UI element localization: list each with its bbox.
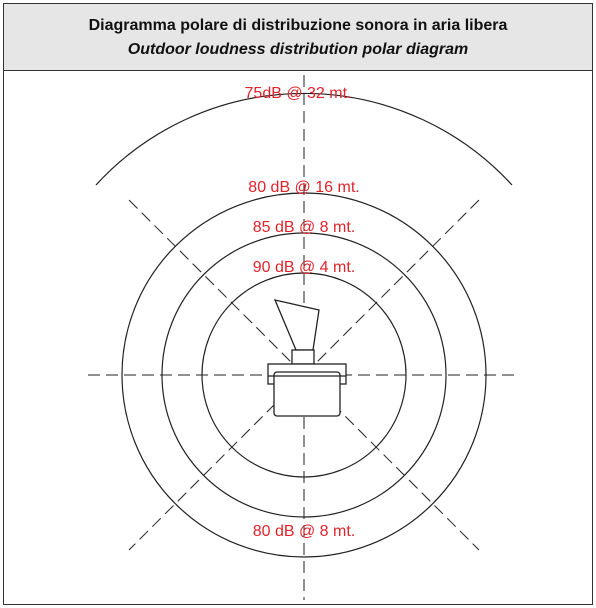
title: Diagramma polare di distribuzione sonora…	[89, 17, 508, 34]
header-box	[4, 4, 593, 71]
label: 85 dB @ 8 mt.	[253, 219, 356, 236]
page: {"header": {"title": "Diagramma polare d…	[0, 0, 596, 608]
diagram: Diagramma polare di distribuzione sonora…	[0, 0, 596, 608]
neck	[292, 350, 314, 364]
label: 80 dB @ 16 mt.	[248, 179, 359, 196]
label: 75dB @ 32 mt.	[245, 85, 352, 102]
label: 80 dB @ 8 mt.	[253, 523, 356, 540]
subtitle: Outdoor loudness distribution polar diag…	[128, 41, 468, 58]
label: 90 dB @ 4 mt.	[253, 259, 356, 276]
body	[274, 372, 340, 416]
